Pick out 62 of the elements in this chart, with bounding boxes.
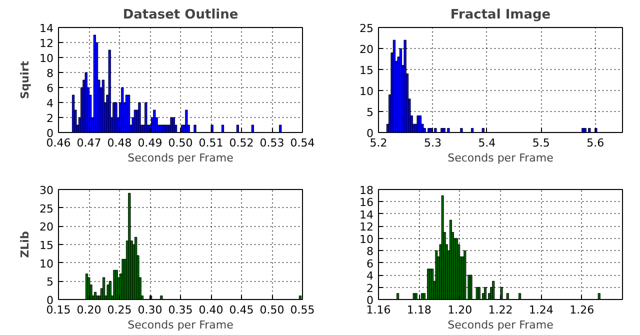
y-tick-label: 10 bbox=[40, 52, 54, 65]
x-tick-label: 0.50 bbox=[168, 136, 193, 150]
y-tick-label: 15 bbox=[360, 64, 374, 77]
x-tick-label: 0.48 bbox=[107, 136, 132, 150]
y-axis-title: ZLib bbox=[18, 231, 32, 258]
y-tick-label: 10 bbox=[40, 257, 54, 270]
x-tick-label: 0.40 bbox=[198, 304, 224, 316]
y-tick-label: 8 bbox=[46, 67, 54, 80]
x-tick-label: 0.55 bbox=[290, 304, 315, 316]
y-tick-label: 14 bbox=[40, 22, 54, 35]
y-tick-label: 18 bbox=[360, 184, 374, 197]
x-tick-label: 0.50 bbox=[260, 304, 284, 316]
y-tick-label: 12 bbox=[40, 37, 54, 50]
x-tick-label: 5.6 bbox=[586, 136, 604, 150]
y-tick-label: 6 bbox=[366, 257, 374, 270]
x-tick-label: 1.22 bbox=[488, 304, 513, 316]
x-tick-label: 1.20 bbox=[448, 304, 472, 316]
y-tick-label: 2 bbox=[46, 112, 54, 125]
x-tick-label: 1.18 bbox=[406, 304, 432, 316]
x-tick-label: 0.20 bbox=[76, 304, 102, 316]
x-tick-label: 0.45 bbox=[229, 304, 254, 316]
x-tick-label: 5.5 bbox=[532, 136, 550, 150]
y-tick-label: 12 bbox=[360, 220, 374, 234]
x-tick-label: 0.53 bbox=[260, 136, 284, 150]
y-tick-label: 5 bbox=[366, 106, 374, 119]
x-tick-label: 0.46 bbox=[46, 136, 71, 150]
y-tick-label: 20 bbox=[360, 43, 374, 56]
y-tick-label: 10 bbox=[360, 85, 374, 98]
x-tick-label: 1.24 bbox=[528, 304, 554, 316]
x-tick-label: 1.26 bbox=[570, 304, 594, 316]
y-tick-label: 15 bbox=[40, 239, 54, 252]
x-tick-label: 0.54 bbox=[290, 136, 315, 150]
x-tick-label: 0.51 bbox=[198, 136, 224, 150]
y-tick-label: 30 bbox=[40, 184, 54, 197]
y-tick-label: 2 bbox=[366, 282, 374, 295]
x-tick-label: 5.3 bbox=[424, 136, 442, 150]
y-tick-label: 4 bbox=[46, 97, 54, 110]
y-tick-label: 14 bbox=[360, 208, 374, 222]
x-tick-label: 0.52 bbox=[229, 136, 254, 150]
x-axis-title: Seconds per Frame bbox=[448, 152, 554, 164]
x-tick-label: 0.15 bbox=[46, 304, 71, 316]
y-tick-label: 25 bbox=[40, 202, 54, 216]
x-tick-label: 5.4 bbox=[478, 136, 496, 150]
y-tick-label: 10 bbox=[360, 232, 374, 246]
x-tick-label: 0.49 bbox=[138, 136, 162, 150]
y-tick-label: 16 bbox=[360, 196, 374, 210]
y-tick-label: 5 bbox=[46, 276, 54, 289]
y-tick-label: 6 bbox=[46, 82, 54, 95]
x-axis-title: Seconds per Frame bbox=[128, 152, 234, 164]
y-tick-label: 4 bbox=[366, 270, 374, 283]
y-tick-label: 8 bbox=[366, 245, 374, 258]
x-axis-title: Seconds per Frame bbox=[128, 318, 234, 332]
chart-title: Dataset Outline bbox=[122, 8, 238, 22]
y-tick-label: 25 bbox=[360, 22, 374, 35]
chart-title: Fractal Image bbox=[450, 8, 551, 22]
x-tick-label: 0.30 bbox=[138, 304, 162, 316]
x-tick-label: 0.35 bbox=[168, 304, 193, 316]
y-tick-label: 20 bbox=[40, 220, 54, 234]
y-axis-title: Squirt bbox=[18, 60, 32, 100]
x-axis-title: Seconds per Frame bbox=[448, 318, 554, 332]
x-tick-label: 0.25 bbox=[107, 304, 132, 316]
x-tick-label: 0.47 bbox=[76, 136, 102, 150]
